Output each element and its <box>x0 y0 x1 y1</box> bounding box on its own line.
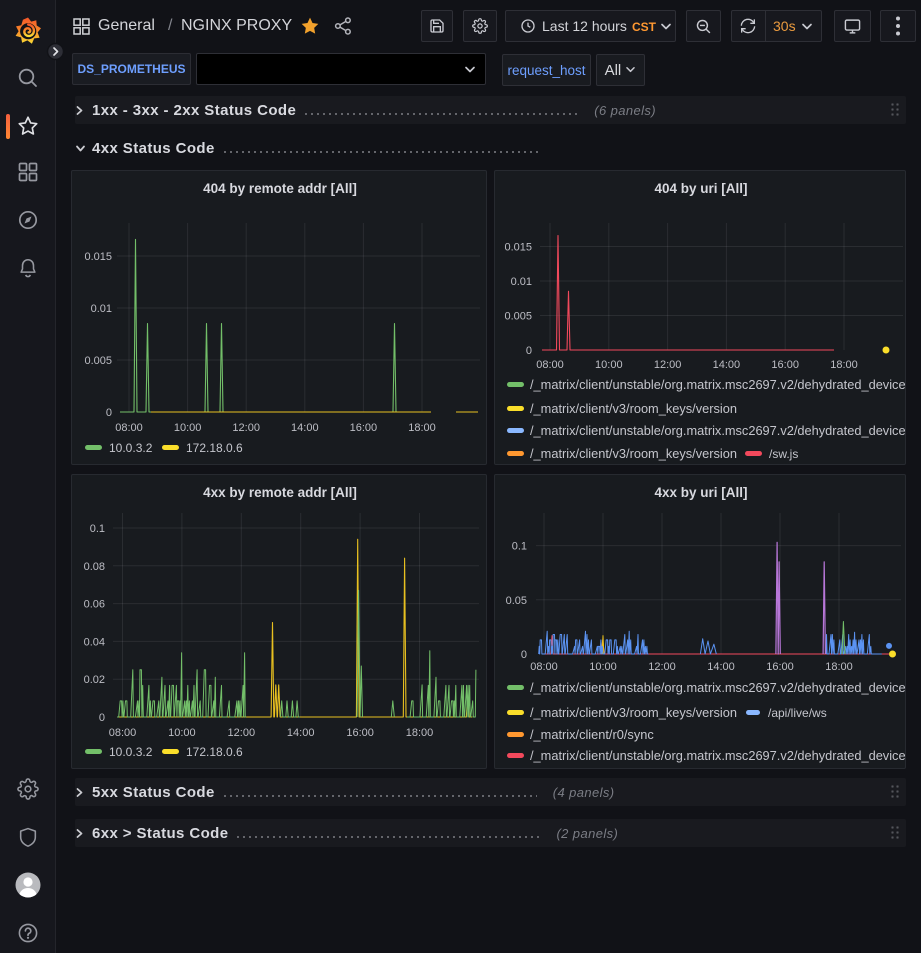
svg-text:/_matrix/client/v3/room_keys/v: /_matrix/client/v3/room_keys/version <box>530 705 737 720</box>
svg-text:08:00: 08:00 <box>115 422 143 434</box>
svg-text:0.06: 0.06 <box>84 599 105 611</box>
svg-text:14:00: 14:00 <box>287 727 315 739</box>
svg-text:0: 0 <box>521 649 527 661</box>
svg-text:4xx by uri [All]: 4xx by uri [All] <box>654 485 747 500</box>
svg-text:0.005: 0.005 <box>504 311 532 323</box>
svg-text:18:00: 18:00 <box>406 727 434 739</box>
svg-text:404 by uri [All]: 404 by uri [All] <box>654 181 747 196</box>
svg-text:12:00: 12:00 <box>228 727 256 739</box>
svg-text:14:00: 14:00 <box>713 359 741 371</box>
svg-text:18:00: 18:00 <box>830 359 858 371</box>
svg-text:16:00: 16:00 <box>350 422 378 434</box>
svg-text:18:00: 18:00 <box>825 661 853 673</box>
svg-text:0.015: 0.015 <box>504 242 532 254</box>
svg-text:10.0.3.2: 10.0.3.2 <box>109 745 153 759</box>
svg-text:14:00: 14:00 <box>707 661 735 673</box>
svg-text:0: 0 <box>526 345 532 357</box>
svg-text:14:00: 14:00 <box>291 422 319 434</box>
svg-text:/_matrix/client/r0/sync: /_matrix/client/r0/sync <box>530 727 654 742</box>
svg-text:16:00: 16:00 <box>346 727 374 739</box>
svg-text:/_matrix/client/unstable/org.m: /_matrix/client/unstable/org.matrix.msc2… <box>530 377 906 392</box>
svg-text:12:00: 12:00 <box>654 359 682 371</box>
svg-text:12:00: 12:00 <box>648 661 676 673</box>
svg-text:0.1: 0.1 <box>512 541 527 553</box>
svg-text:172.18.0.6: 172.18.0.6 <box>186 745 243 759</box>
svg-text:/_matrix/client/v3/room_keys/v: /_matrix/client/v3/room_keys/version <box>530 401 737 416</box>
svg-text:08:00: 08:00 <box>536 359 564 371</box>
svg-text:0.05: 0.05 <box>506 595 527 607</box>
svg-text:10:00: 10:00 <box>589 661 617 673</box>
svg-text:16:00: 16:00 <box>771 359 799 371</box>
svg-text:/_matrix/client/v3/room_keys/v: /_matrix/client/v3/room_keys/version <box>530 446 737 461</box>
svg-text:0: 0 <box>106 407 112 419</box>
svg-text:12:00: 12:00 <box>232 422 260 434</box>
svg-text:/_matrix/client/unstable/org.m: /_matrix/client/unstable/org.matrix.msc2… <box>530 748 906 763</box>
svg-text:0.01: 0.01 <box>511 276 532 288</box>
svg-text:10:00: 10:00 <box>595 359 623 371</box>
svg-text:16:00: 16:00 <box>766 661 794 673</box>
svg-text:404 by remote addr [All]: 404 by remote addr [All] <box>203 181 357 196</box>
svg-text:08:00: 08:00 <box>109 727 137 739</box>
svg-text:0.02: 0.02 <box>84 674 105 686</box>
svg-text:0.015: 0.015 <box>84 251 112 263</box>
svg-text:0.005: 0.005 <box>84 355 112 367</box>
svg-text:0.04: 0.04 <box>84 636 105 648</box>
svg-text:18:00: 18:00 <box>408 422 436 434</box>
svg-text:0.01: 0.01 <box>91 303 112 315</box>
svg-text:10.0.3.2: 10.0.3.2 <box>109 441 153 455</box>
svg-text:/sw.js: /sw.js <box>769 447 798 461</box>
svg-text:/api/live/ws: /api/live/ws <box>768 706 827 720</box>
svg-text:0.1: 0.1 <box>90 523 105 535</box>
svg-text:08:00: 08:00 <box>530 661 558 673</box>
svg-text:4xx by remote addr [All]: 4xx by remote addr [All] <box>203 485 357 500</box>
svg-text:10:00: 10:00 <box>168 727 196 739</box>
svg-text:0: 0 <box>99 712 105 724</box>
svg-text:/_matrix/client/unstable/org.m: /_matrix/client/unstable/org.matrix.msc2… <box>530 423 906 438</box>
svg-text:10:00: 10:00 <box>174 422 202 434</box>
svg-text:0.08: 0.08 <box>84 561 105 573</box>
svg-text:172.18.0.6: 172.18.0.6 <box>186 441 243 455</box>
svg-text:/_matrix/client/unstable/org.m: /_matrix/client/unstable/org.matrix.msc2… <box>530 680 906 695</box>
